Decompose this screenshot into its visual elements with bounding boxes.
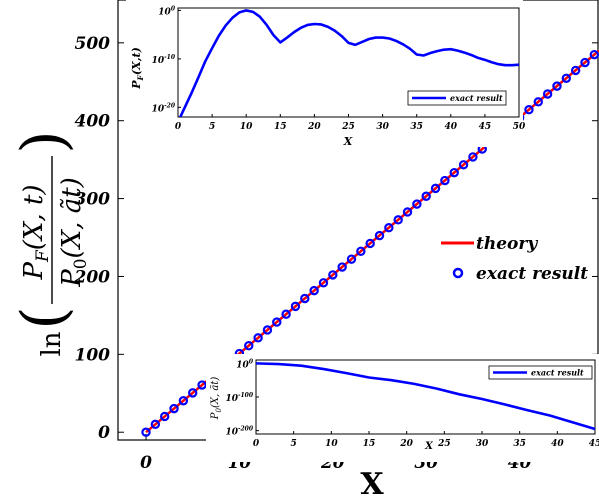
exact-result-point [141,427,151,437]
exact-result-point [337,262,347,272]
inset-x-tick-label: 10 [325,439,338,449]
exact-result-point [150,419,161,430]
exact-result-point [356,246,366,257]
exact-result-point [384,223,394,233]
inset-legend-box [488,365,593,380]
ylabel-numerator: PF(X, t) [19,184,53,280]
ylabel-open-paren: ( [9,306,79,329]
inset-x-tick-label: 0 [175,122,182,132]
y-tick-label: 0 [98,423,110,443]
exact-result-point [542,89,553,99]
exact-result-point [393,215,403,225]
exact-result-point [412,199,422,209]
inset-x-tick-label: 45 [479,122,492,132]
inset-y-tick-label: 100 [158,5,176,17]
inset-x-tick-label: 30 [476,439,489,449]
inset-x-tick-label: 40 [445,122,458,132]
y-tick-label: 400 [75,112,111,132]
y-tick-label: 100 [75,345,111,365]
exact-result-point [290,301,301,312]
exact-result-point [346,254,357,264]
main-xlabel: X [360,467,384,499]
y-tick-label: 500 [75,34,111,54]
inset-x-tick-label: 20 [399,439,413,449]
legend-box [438,228,579,289]
inset-bottom-chart: 0 5 10 15 20 25 30 35 40 45 100 10-100 10-200 exact r… [206,354,599,462]
exact-result-point [589,49,599,60]
inset-y-tick-label: 100 [236,358,254,370]
exact-result-point [524,105,534,115]
x-tick-label: 0 [140,453,152,473]
exact-result-point [197,380,207,390]
exact-result-point [458,160,469,170]
exact-result-point [570,65,581,76]
exact-result-point [262,325,273,335]
exact-result-point [188,388,198,398]
inset-y-tick-label: 10-200 [225,426,253,438]
inset-ylabel: P0(X, ãt) [210,377,223,421]
inset-x-tick-label: 25 [341,122,355,132]
inset-legend-label: exact result [531,368,584,378]
inset-x-tick-label: 40 [551,439,564,449]
inset-ylabel: PF(X,t) [130,47,145,90]
exact-result-point [169,403,179,414]
exact-result-point [244,340,254,351]
ylabel-denominator: P0(X, ãt) [57,177,91,288]
inset-x-tick-label: 5 [291,439,297,449]
exact-result-point [580,57,590,68]
exact-result-point [430,183,441,194]
exact-result-point [533,97,543,107]
exact-result-point [318,278,329,288]
exact-result-point [272,317,282,327]
exact-result-point [561,73,572,83]
legend-theory-label: theory [476,234,538,254]
inset-x-tick-label: 35 [513,439,526,449]
legend-exact-swatch [452,267,464,279]
exact-result-point [328,270,338,280]
exact-result-point [159,411,170,422]
inset-exact-result-line [178,9,519,117]
inset-x-tick-label: 30 [376,122,389,132]
inset-x-tick-label: 20 [307,122,321,132]
inset-top-chart: 0 5 10 15 20 25 30 35 40 45 50 100 10-10 10-20 exact r… [126,0,526,148]
inset-legend-label: exact result [450,93,503,103]
main-legend: theory exact result [438,228,588,289]
inset-xlabel: X [424,441,434,452]
exact-result-point [309,285,319,296]
exact-result-point [468,152,478,162]
inset-y-tick-label: 10-100 [225,392,253,404]
ylabel-close-paren: ) [9,130,79,153]
exact-result-point [253,333,263,343]
inset-x-tick-label: 5 [209,122,215,132]
exact-result-point [374,230,385,241]
exact-result-point [449,167,459,178]
inset-x-tick-label: 10 [240,122,253,132]
inset-x-tick-label: 45 [589,439,599,449]
exact-result-point [402,207,413,217]
inset-x-tick-label: 15 [363,439,376,449]
exact-result-point [178,396,189,406]
ylabel-ln: ln [37,331,67,356]
inset-exact-result-line [256,362,595,431]
exact-result-point [552,81,562,91]
inset-x-tick-label: 0 [253,439,260,449]
exact-result-point [421,191,431,201]
y-tick-label: 300 [75,190,111,210]
inset-x-tick-label: 35 [410,122,423,132]
exact-result-point [440,175,450,186]
inset-x-tick-label: 25 [437,439,451,449]
inset-y-tick-label: 10-20 [152,102,176,114]
inset-x-tick-label: 15 [274,122,287,132]
main-ylabel-expression: ln( PF(X, t)P0(X, ãt)) [9,130,91,356]
exact-result-point [300,293,310,304]
inset-y-tick-label: 10-10 [152,54,176,66]
exact-result-point [281,309,291,319]
inset-xlabel: X [343,135,353,148]
exact-result-point [365,238,375,249]
y-tick-label: 200 [74,267,111,287]
inset-x-tick-label: 50 [513,122,526,132]
inset-legend-box [407,90,507,106]
legend-exact-label: exact result [476,264,588,284]
